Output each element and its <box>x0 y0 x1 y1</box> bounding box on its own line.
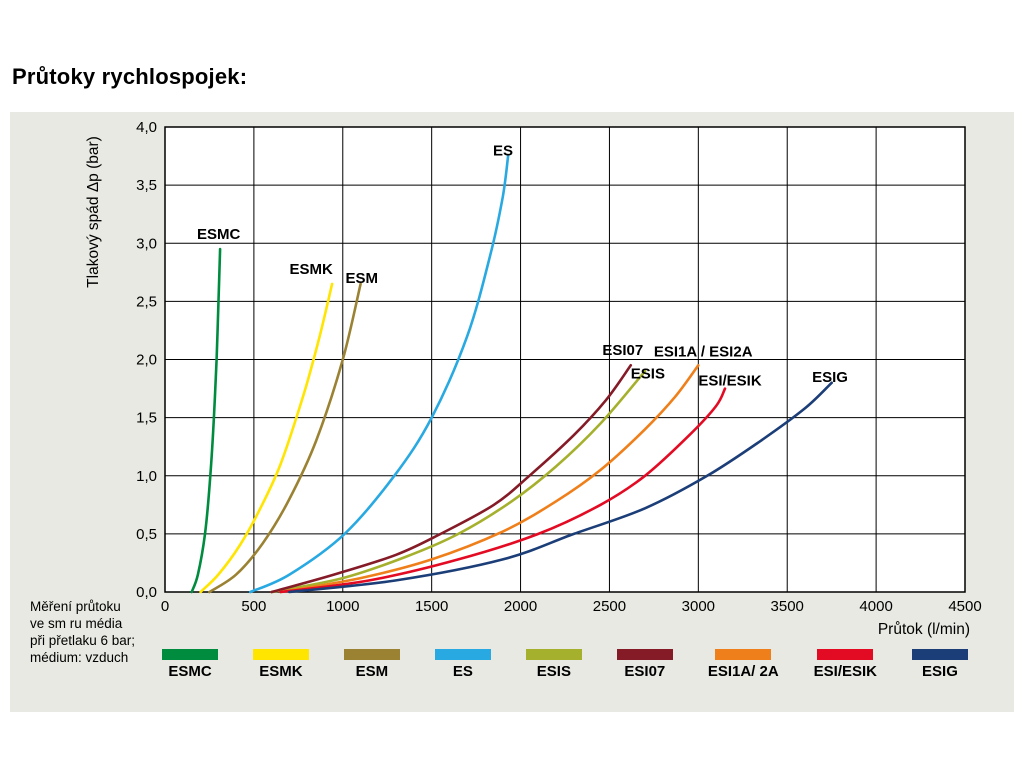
legend-swatch-esi-esik <box>817 649 874 660</box>
legend-item-esis: ESIS <box>525 649 582 680</box>
x-tick-label: 500 <box>241 598 266 615</box>
curve-esmc <box>190 247 222 594</box>
curve-es <box>249 154 510 594</box>
curve-label-esm: ESM <box>345 270 378 287</box>
curve-esi07 <box>270 364 633 594</box>
y-axis-title: Tlakový spád Δp (bar) <box>85 136 102 288</box>
y-tick-label: 0,5 <box>136 526 157 543</box>
legend-item-esi-esik: ESI/ESIK <box>814 649 877 680</box>
page-title: Průtoky rychlospojek: <box>12 64 248 89</box>
x-tick-label: 2000 <box>504 598 537 615</box>
legend-label-esi-esik: ESI/ESIK <box>813 663 878 680</box>
legend-swatch-esis <box>525 649 582 660</box>
curve-label-es: ES <box>493 142 513 159</box>
legend-swatch-esm <box>343 649 400 660</box>
legend-swatch-esmc <box>162 649 218 660</box>
curve-label-esmc: ESMC <box>197 226 241 243</box>
note-line: ve sm ru média <box>30 616 123 631</box>
legend-item-esmc: ESMC <box>162 649 218 680</box>
legend-label-esmc: ESMC <box>168 663 212 680</box>
curve-label-esi1a-esi2a: ESI1A / ESI2A <box>654 343 753 360</box>
y-tick-label: 0,0 <box>136 584 157 601</box>
note-line: při přetlaku 6 bar; <box>30 633 136 648</box>
legend-label-esm: ESM <box>355 663 389 680</box>
legend-label-esi1a-2a: ESI1A/ 2A <box>707 663 779 680</box>
curve-label-esi07: ESI07 <box>602 342 643 359</box>
note-line: médium: vzduch <box>30 650 129 665</box>
flow-rate-chart: 0 500 1000 1500 2000 2500 3000 3500 4000 4500 0,0 0… <box>85 119 982 638</box>
x-tick-label: 0 <box>161 598 169 615</box>
x-tick-label: 1500 <box>415 598 448 615</box>
measurement-note: Měření průtoku ve sm ru média při přetla… <box>30 598 135 666</box>
curve-esig <box>288 381 833 594</box>
legend-swatch-esi07 <box>616 649 673 660</box>
chart-panel: 0 500 1000 1500 2000 2500 3000 3500 4000 4500 0,0 0… <box>10 112 1014 712</box>
x-tick-label: 2500 <box>593 598 626 615</box>
curve-label-esig: ESIG <box>812 369 848 386</box>
legend-swatch-es <box>434 649 491 660</box>
legend-swatch-esi1a-2a <box>715 649 772 660</box>
curve-label-esis: ESIS <box>631 365 665 382</box>
y-tick-label: 2,0 <box>136 352 157 369</box>
legend-swatch-esig <box>911 649 968 660</box>
note-line: Měření průtoku <box>30 599 121 614</box>
curve-esis <box>270 369 647 594</box>
y-tick-label: 3,5 <box>136 177 157 194</box>
y-tick-label: 1,0 <box>136 468 157 485</box>
y-tick-label: 2,5 <box>136 293 157 310</box>
legend-label-esi07: ESI07 <box>624 663 666 680</box>
legend-label-esis: ESIS <box>536 663 571 680</box>
legend-item-esi07: ESI07 <box>616 649 673 680</box>
y-tick-label: 4,0 <box>136 119 157 136</box>
curve-esmk <box>199 282 334 594</box>
legend-swatch-esmk <box>252 649 309 660</box>
legend-label-esig: ESIG <box>922 663 958 680</box>
x-axis-title: Průtok (l/min) <box>878 621 970 638</box>
legend-label-es: ES <box>452 663 473 680</box>
plot-border <box>164 126 966 593</box>
legend-item-esm: ESM <box>343 649 400 680</box>
curve-esi-esik <box>279 387 727 594</box>
y-tick-label: 3,0 <box>136 235 157 252</box>
legend-item-esmk: ESMK <box>252 649 309 680</box>
chart-legend: ESMC ESMK ESM ES ESIS ESI07 ESI1A/ 2A ESI/ESIK E… <box>162 649 968 680</box>
x-tick-label: 3500 <box>771 598 804 615</box>
legend-label-esmk: ESMK <box>259 663 303 680</box>
x-tick-label: 4500 <box>948 598 981 615</box>
legend-item-esig: ESIG <box>911 649 968 680</box>
x-tick-label: 3000 <box>682 598 715 615</box>
x-tick-label: 4000 <box>859 598 892 615</box>
curve-label-esi-esik: ESI/ESIK <box>698 372 762 389</box>
curve-esm <box>208 282 362 594</box>
y-tick-label: 1,5 <box>136 410 157 427</box>
curve-label-esmk: ESMK <box>289 261 333 278</box>
x-tick-label: 1000 <box>326 598 359 615</box>
legend-item-es: ES <box>434 649 491 680</box>
legend-item-esi1a-2a: ESI1A/ 2A <box>708 649 779 680</box>
curve-esi1a-esi2a <box>279 364 700 594</box>
